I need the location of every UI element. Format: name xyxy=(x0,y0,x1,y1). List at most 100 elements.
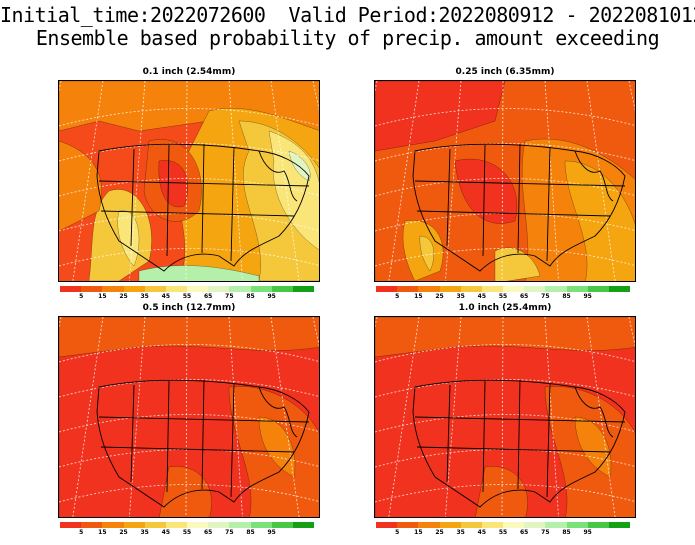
legend-swatch xyxy=(271,522,293,528)
legend-swatch xyxy=(608,522,631,528)
legend-tick-label: 75 xyxy=(225,293,234,300)
legend-swatch xyxy=(524,286,546,292)
legend-tick-label: 55 xyxy=(182,529,192,536)
header-line-2: Ensemble based probability of precip. am… xyxy=(35,26,660,50)
legend-tick-label: 45 xyxy=(477,293,487,300)
legend-tick-label: 55 xyxy=(498,529,508,536)
probability-contour-region xyxy=(375,317,635,358)
legend-swatch xyxy=(123,522,145,528)
legend-tick-label: 65 xyxy=(203,293,213,300)
legend-swatch xyxy=(187,286,209,292)
color-legend: 5 15 25 35 45 55 65 75 85 95 xyxy=(58,522,316,536)
legend-swatch xyxy=(144,286,166,292)
legend-color-bar xyxy=(376,522,631,528)
legend-tick-label: 75 xyxy=(541,293,550,300)
probability-contour-region xyxy=(59,317,319,358)
probability-contour-region xyxy=(268,130,319,250)
legend-tick-label: 25 xyxy=(435,529,444,536)
legend-swatch xyxy=(481,522,504,528)
probability-contour-region xyxy=(288,150,311,182)
legend-swatch xyxy=(165,522,188,528)
legend-tick-label: 15 xyxy=(414,293,423,300)
legend-swatch xyxy=(545,286,567,292)
probability-contour-region xyxy=(159,466,212,517)
legend-tick-label: 95 xyxy=(267,293,276,300)
state-boundaries xyxy=(96,379,310,508)
legend-swatch xyxy=(60,522,82,528)
legend-swatch xyxy=(545,522,567,528)
state-boundaries xyxy=(96,143,310,272)
legend-swatch xyxy=(376,286,398,292)
legend-swatch xyxy=(123,286,145,292)
legend-swatch xyxy=(102,286,124,292)
legend-tick-label: 15 xyxy=(98,529,107,536)
legend-swatch xyxy=(418,522,440,528)
panel-title: 0.5 inch (12.7mm) xyxy=(142,303,236,313)
legend-color-bar xyxy=(60,522,315,528)
legend-swatch xyxy=(376,522,398,528)
panel-title: 0.1 inch (2.54mm) xyxy=(142,67,236,77)
legend-swatch xyxy=(587,522,609,528)
probability-contour-region xyxy=(574,416,612,478)
legend-tick-label: 35 xyxy=(456,529,465,536)
legend-tick-label: 95 xyxy=(267,529,276,536)
probability-map xyxy=(374,80,636,282)
legend-swatch xyxy=(292,522,315,528)
legend-swatch xyxy=(81,286,103,292)
legend-swatch xyxy=(229,522,251,528)
legend-tick-label: 5 xyxy=(395,529,400,536)
legend-tick-label: 5 xyxy=(79,293,84,300)
color-legend: 5 15 25 35 45 55 65 75 85 95 xyxy=(58,286,316,300)
legend-swatch xyxy=(439,286,461,292)
legend-tick-label: 25 xyxy=(119,293,128,300)
legend-tick-label: 55 xyxy=(182,293,192,300)
legend-swatch xyxy=(460,522,482,528)
legend-tick-label: 85 xyxy=(246,529,255,536)
legend-tick-label: 45 xyxy=(477,529,487,536)
legend-tick-label: 95 xyxy=(583,529,592,536)
legend-tick-label: 55 xyxy=(498,293,508,300)
legend-swatch xyxy=(208,522,230,528)
legend-swatch xyxy=(439,522,461,528)
probability-contour-region xyxy=(419,235,435,272)
legend-swatch xyxy=(60,286,82,292)
legend-swatch xyxy=(229,286,251,292)
legend-tick-label: 95 xyxy=(583,293,592,300)
legend-swatch xyxy=(503,286,525,292)
legend-swatch xyxy=(208,286,230,292)
legend-swatch xyxy=(102,522,124,528)
legend-tick-label: 65 xyxy=(519,529,529,536)
legend-tick-label: 85 xyxy=(246,293,255,300)
legend-swatch xyxy=(587,286,609,292)
legend-swatch xyxy=(503,522,525,528)
legend-swatch xyxy=(460,286,482,292)
legend-tick-label: 35 xyxy=(140,529,149,536)
legend-swatch xyxy=(165,286,188,292)
legend-tick-label: 25 xyxy=(119,529,128,536)
probability-contour-region xyxy=(258,416,296,478)
legend-swatch xyxy=(566,522,588,528)
legend-tick-label: 15 xyxy=(414,529,423,536)
legend-swatch xyxy=(524,522,546,528)
probability-contour-region xyxy=(158,160,189,208)
legend-swatch xyxy=(292,286,315,292)
legend-swatch xyxy=(250,522,272,528)
legend-tick-label: 35 xyxy=(140,293,149,300)
legend-swatch xyxy=(81,522,103,528)
legend-tick-label: 15 xyxy=(98,293,107,300)
state-boundaries xyxy=(412,379,626,508)
legend-swatch xyxy=(144,522,166,528)
legend-swatch xyxy=(566,286,588,292)
legend-tick-label: 25 xyxy=(435,293,444,300)
panel-title: 1.0 inch (25.4mm) xyxy=(458,303,552,313)
legend-swatch xyxy=(397,286,419,292)
legend-color-bar xyxy=(376,286,631,292)
legend-color-bar xyxy=(60,286,315,292)
legend-tick-label: 65 xyxy=(203,529,213,536)
legend-tick-label: 45 xyxy=(161,293,171,300)
probability-map xyxy=(58,80,320,282)
probability-contour-region xyxy=(475,466,528,517)
probability-map xyxy=(58,316,320,518)
legend-tick-label: 5 xyxy=(395,293,400,300)
state-boundaries xyxy=(412,143,626,272)
